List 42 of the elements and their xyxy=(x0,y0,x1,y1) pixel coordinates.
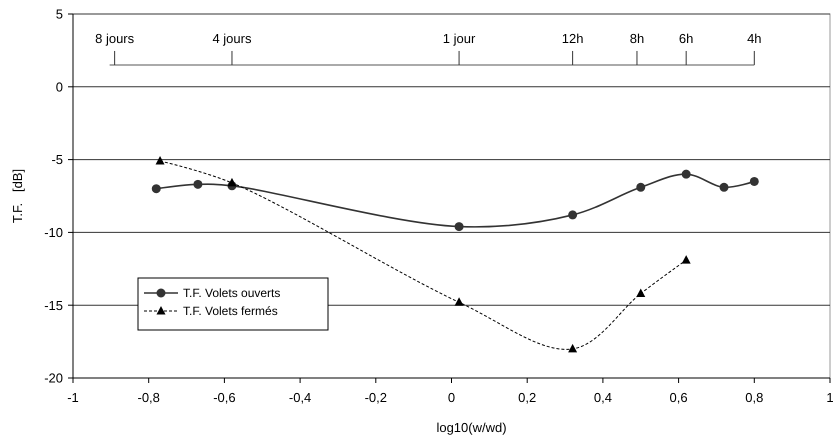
y-tick-label: 0 xyxy=(56,79,63,94)
point xyxy=(568,210,578,220)
x-tick-label: 0,2 xyxy=(518,390,536,405)
point xyxy=(156,156,165,165)
x-tick-label: -1 xyxy=(67,390,79,405)
x-axis-title: log10(w/wd) xyxy=(436,420,507,435)
point xyxy=(227,178,236,186)
ref-line-label: 8 jours xyxy=(95,30,135,46)
y-axis-title: T.F. [dB] xyxy=(10,168,25,224)
ref-line-label: 4h xyxy=(747,30,762,46)
x-tick-label: 0,4 xyxy=(594,390,612,405)
point xyxy=(682,255,691,264)
y-tick-label: -10 xyxy=(44,224,63,240)
y-tick-label: -20 xyxy=(44,370,63,386)
x-tick-label: 0,6 xyxy=(670,390,688,405)
ref-line-label: 12h xyxy=(562,30,584,46)
point xyxy=(454,222,464,232)
point xyxy=(636,182,646,192)
legend-label: T.F. Volets fermés xyxy=(183,304,278,318)
point xyxy=(568,344,578,352)
ref-line-label: 1 jour xyxy=(442,30,476,46)
point xyxy=(682,170,691,179)
point xyxy=(636,288,646,298)
y-tick-label: -15 xyxy=(44,298,63,313)
x-tick-label: -0,4 xyxy=(288,390,312,405)
x-tick-label: -0,8 xyxy=(137,390,160,405)
x-tick-label: -0,2 xyxy=(364,390,388,405)
x-tick-label: 0,8 xyxy=(745,390,764,405)
ref-line-label: 6h xyxy=(678,30,694,46)
point xyxy=(720,182,729,192)
ref-line-label: 8h xyxy=(630,30,644,46)
ref-line-label: 4 jours xyxy=(212,30,252,46)
point xyxy=(152,184,161,194)
x-tick-label: -0,6 xyxy=(213,390,236,405)
y-tick-label: 5 xyxy=(56,6,63,22)
x-tick-label: 0 xyxy=(448,390,456,405)
x-tick-label: 1 xyxy=(826,390,834,405)
y-tick-label: -5 xyxy=(51,152,63,168)
point xyxy=(193,180,202,189)
point xyxy=(750,176,759,186)
point xyxy=(454,297,464,306)
legend-label: T.F. Volets ouverts xyxy=(183,286,280,300)
